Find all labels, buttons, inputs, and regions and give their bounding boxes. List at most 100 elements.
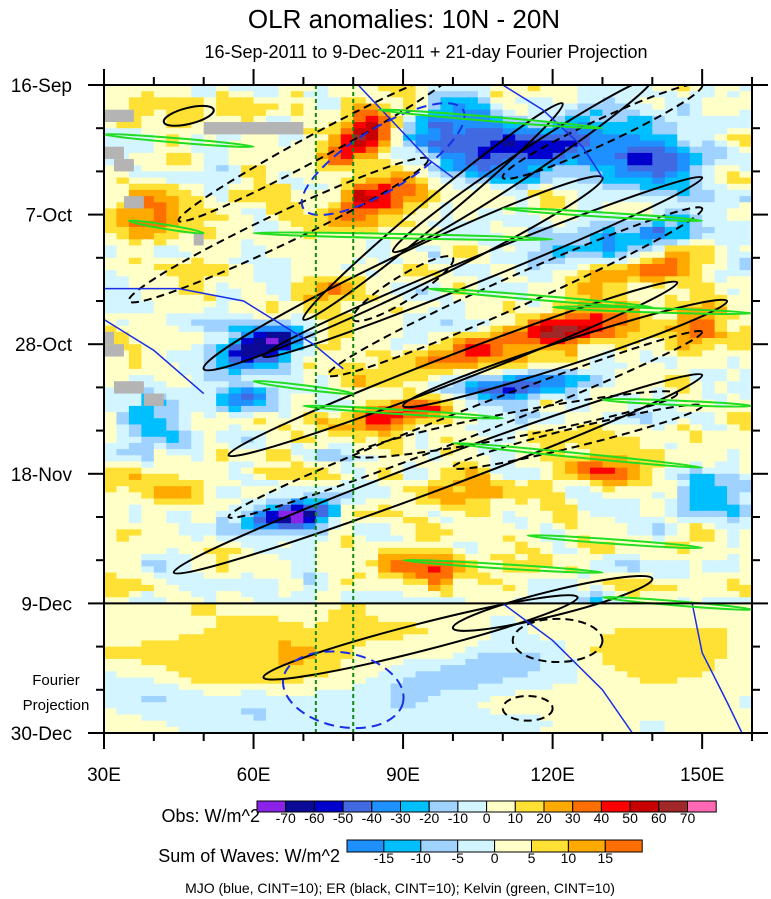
heatmap-cell — [652, 220, 666, 228]
heatmap-cell — [502, 399, 516, 407]
heatmap-cell — [602, 122, 616, 129]
heatmap-cell — [353, 504, 367, 512]
heatmap-cell — [415, 165, 429, 172]
heatmap-cell — [527, 609, 541, 617]
heatmap-cell — [228, 381, 242, 388]
heatmap-cell — [490, 134, 504, 142]
heatmap-cell — [452, 436, 466, 444]
heatmap-cell — [677, 368, 691, 376]
heatmap-cell — [440, 708, 454, 716]
heatmap-cell — [502, 523, 516, 530]
heatmap-cell — [390, 461, 404, 469]
heatmap-cell — [552, 276, 566, 284]
heatmap-cell — [540, 387, 554, 395]
heatmap-cell — [515, 634, 529, 642]
heatmap-cell — [141, 375, 155, 382]
heatmap-cell — [216, 115, 230, 123]
heatmap-cell — [540, 202, 554, 210]
heatmap-cell — [290, 399, 304, 407]
heatmap-cell — [228, 529, 242, 537]
heatmap-cell — [104, 220, 118, 228]
heatmap-cell — [278, 726, 292, 734]
heatmap-cell — [390, 245, 404, 253]
heatmap-cell — [403, 504, 417, 512]
heatmap-cell — [378, 307, 392, 314]
heatmap-cell — [602, 504, 616, 512]
heatmap-cell — [303, 529, 317, 537]
heatmap-cell — [353, 288, 367, 296]
heatmap-cell — [315, 350, 329, 358]
heatmap-cell — [353, 535, 367, 543]
heatmap-cell — [540, 554, 554, 561]
heatmap-cell — [216, 529, 230, 537]
heatmap-cell — [328, 393, 342, 401]
heatmap-cell — [540, 473, 554, 481]
heatmap-cell — [490, 523, 504, 530]
heatmap-cell — [540, 510, 554, 518]
heatmap-cell — [602, 399, 616, 407]
heatmap-cell — [664, 288, 678, 296]
heatmap-cell — [203, 165, 217, 172]
heatmap-cell — [614, 671, 628, 679]
heatmap-cell — [328, 387, 342, 395]
heatmap-cell — [365, 726, 379, 734]
heatmap-cell — [639, 368, 653, 376]
heatmap-cell — [328, 658, 342, 666]
heatmap-cell — [191, 368, 205, 376]
heatmap-cell — [677, 122, 691, 129]
heatmap-cell — [565, 436, 579, 444]
heatmap-cell — [266, 621, 280, 629]
heatmap-cell — [328, 634, 342, 642]
heatmap-cell — [191, 504, 205, 512]
heatmap-cell — [266, 584, 280, 592]
heatmap-cell — [141, 479, 155, 487]
heatmap-cell — [677, 554, 691, 561]
heatmap-cell — [664, 658, 678, 666]
heatmap-cell — [677, 665, 691, 672]
heatmap-cell — [315, 492, 329, 500]
heatmap-cell — [178, 566, 192, 574]
heatmap-cell — [614, 103, 628, 111]
heatmap-cell — [614, 566, 628, 574]
heatmap-cell — [465, 535, 479, 543]
heatmap-cell — [353, 177, 367, 185]
heatmap-cell — [266, 535, 280, 543]
heatmap-cell — [253, 442, 267, 450]
heatmap-cell — [552, 257, 566, 265]
heatmap-cell — [540, 646, 554, 654]
heatmap-cell — [141, 702, 155, 709]
heatmap-cell — [477, 424, 491, 432]
heatmap-cell — [303, 288, 317, 296]
heatmap-cell — [652, 97, 666, 105]
heatmap-cell — [664, 517, 678, 524]
heatmap-cell — [216, 517, 230, 524]
heatmap-cell — [590, 486, 604, 493]
heatmap-cell — [253, 541, 267, 549]
heatmap-cell — [515, 220, 529, 228]
heatmap-cell — [677, 171, 691, 179]
heatmap-cell — [614, 171, 628, 179]
heatmap-cell — [652, 208, 666, 216]
heatmap-cell — [141, 202, 155, 210]
heatmap-cell — [290, 523, 304, 530]
heatmap-cell — [128, 356, 142, 364]
heatmap-cell — [515, 270, 529, 277]
heatmap-cell — [465, 479, 479, 487]
heatmap-cell — [128, 301, 142, 308]
heatmap-cell — [515, 683, 529, 691]
heatmap-cell — [639, 510, 653, 518]
heatmap-cell — [577, 251, 591, 259]
heatmap-cell — [677, 726, 691, 734]
heatmap-cell — [328, 220, 342, 228]
heatmap-cell — [153, 387, 167, 395]
heatmap-cell — [128, 263, 142, 271]
heatmap-cell — [153, 338, 167, 345]
heatmap-cell — [639, 128, 653, 135]
heatmap-cell — [303, 393, 317, 401]
heatmap-cell — [340, 442, 354, 450]
heatmap-cell — [490, 325, 504, 333]
heatmap-cell — [565, 226, 579, 234]
heatmap-cell — [403, 301, 417, 308]
heatmap-cell — [191, 467, 205, 475]
heatmap-cell — [428, 572, 442, 580]
